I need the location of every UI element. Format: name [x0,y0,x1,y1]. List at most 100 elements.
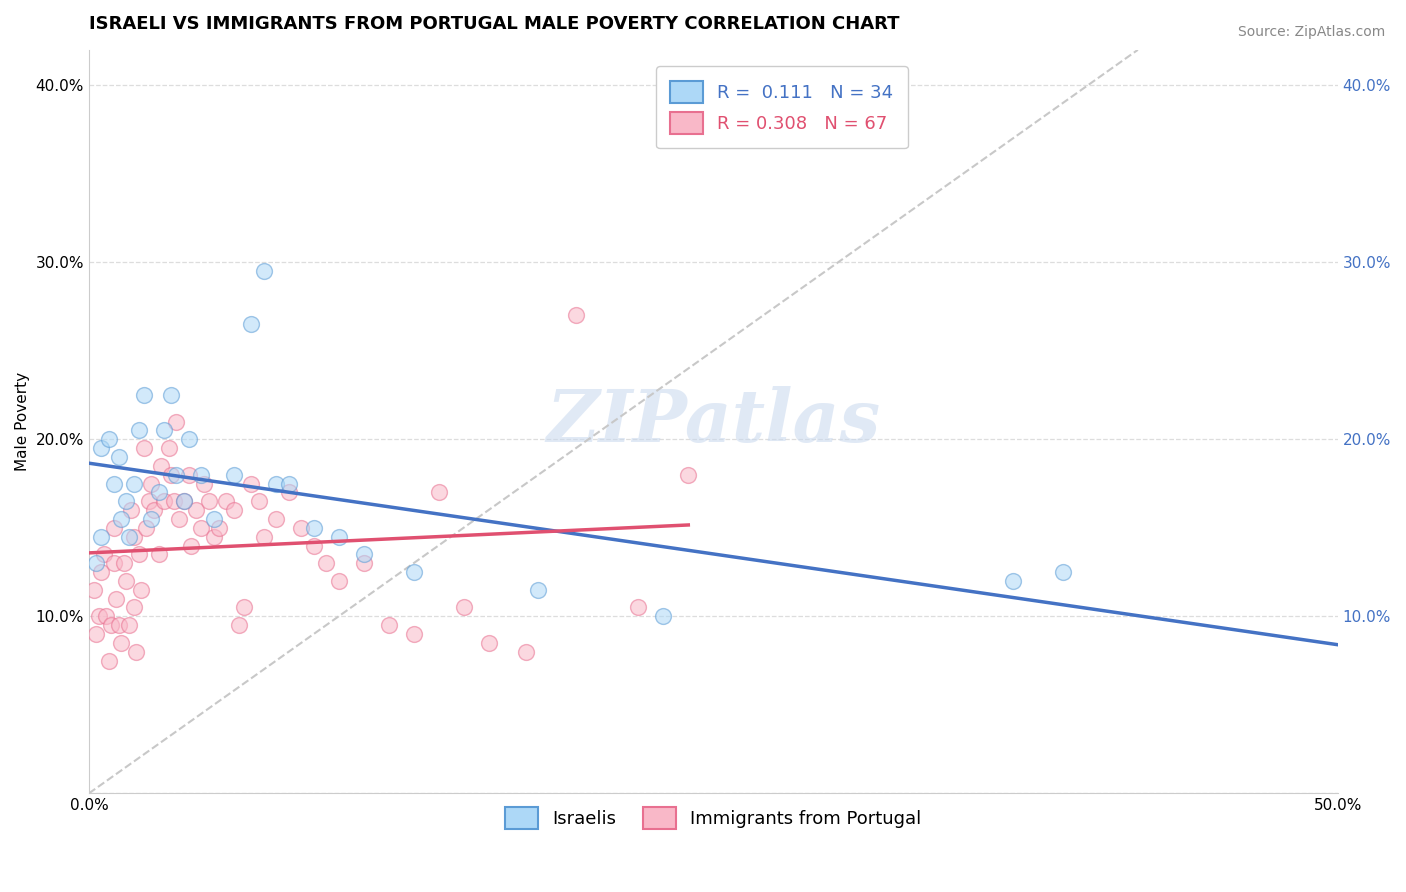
Point [96,609,118,624]
Point [277,485,299,500]
Point [290,521,312,535]
Point [678,467,700,482]
Point [202,530,225,544]
Point [177,432,200,446]
Point [118,530,141,544]
Point [222,467,245,482]
Point [103,521,125,535]
Point [377,618,399,632]
Point [328,530,350,544]
Point [527,582,550,597]
Point [328,574,350,588]
Point [165,467,187,482]
Point [427,485,450,500]
Point [627,600,650,615]
Point [160,388,183,402]
Point [198,494,221,508]
Point [118,618,141,632]
Point [86,627,108,641]
Point [302,521,325,535]
Point [167,512,190,526]
Point [232,600,254,615]
Point [173,494,195,508]
Point [122,476,145,491]
Point [163,494,186,508]
Point [477,636,499,650]
Point [122,530,145,544]
Point [141,512,163,526]
Point [190,521,212,535]
Point [565,309,588,323]
Point [103,556,125,570]
Point [90,530,112,544]
Point [315,556,337,570]
Point [142,503,165,517]
Point [87,609,110,624]
Point [100,618,122,632]
Point [402,565,425,579]
Point [90,441,112,455]
Point [177,467,200,482]
Point [93,547,115,561]
Point [253,530,276,544]
Point [125,645,148,659]
Point [264,476,287,491]
Point [222,503,245,517]
Text: Source: ZipAtlas.com: Source: ZipAtlas.com [1237,25,1385,39]
Point [141,476,163,491]
Point [353,547,375,561]
Point [150,458,173,473]
Point [240,317,263,331]
Point [1001,574,1024,588]
Point [103,476,125,491]
Point [1052,565,1074,579]
Point [108,450,131,464]
Point [148,485,170,500]
Point [302,539,325,553]
Text: ZIPatlas: ZIPatlas [546,386,880,457]
Point [193,476,215,491]
Point [132,388,155,402]
Point [402,627,425,641]
Point [105,591,128,606]
Point [108,618,131,632]
Point [110,636,132,650]
Point [453,600,475,615]
Point [97,432,120,446]
Text: ISRAELI VS IMMIGRANTS FROM PORTUGAL MALE POVERTY CORRELATION CHART: ISRAELI VS IMMIGRANTS FROM PORTUGAL MALE… [89,15,900,33]
Point [131,582,153,597]
Point [90,565,112,579]
Point [128,547,150,561]
Point [277,476,299,491]
Point [208,521,231,535]
Point [120,503,142,517]
Point [253,264,276,278]
Point [148,547,170,561]
Point [138,494,160,508]
Point [165,415,187,429]
Point [160,467,183,482]
Point [247,494,270,508]
Point [122,600,145,615]
Point [157,441,180,455]
Point [112,556,135,570]
Point [115,494,138,508]
Point [153,424,176,438]
Point [180,539,202,553]
Y-axis label: Male Poverty: Male Poverty [15,372,30,471]
Legend: Israelis, Immigrants from Portugal: Israelis, Immigrants from Portugal [498,800,928,837]
Point [215,494,238,508]
Point [353,556,375,570]
Point [515,645,537,659]
Point [86,556,108,570]
Point [83,582,105,597]
Point [153,494,176,508]
Point [110,512,132,526]
Point [652,609,675,624]
Point [186,503,208,517]
Point [115,574,138,588]
Point [132,441,155,455]
Point [202,512,225,526]
Point [173,494,195,508]
Point [264,512,287,526]
